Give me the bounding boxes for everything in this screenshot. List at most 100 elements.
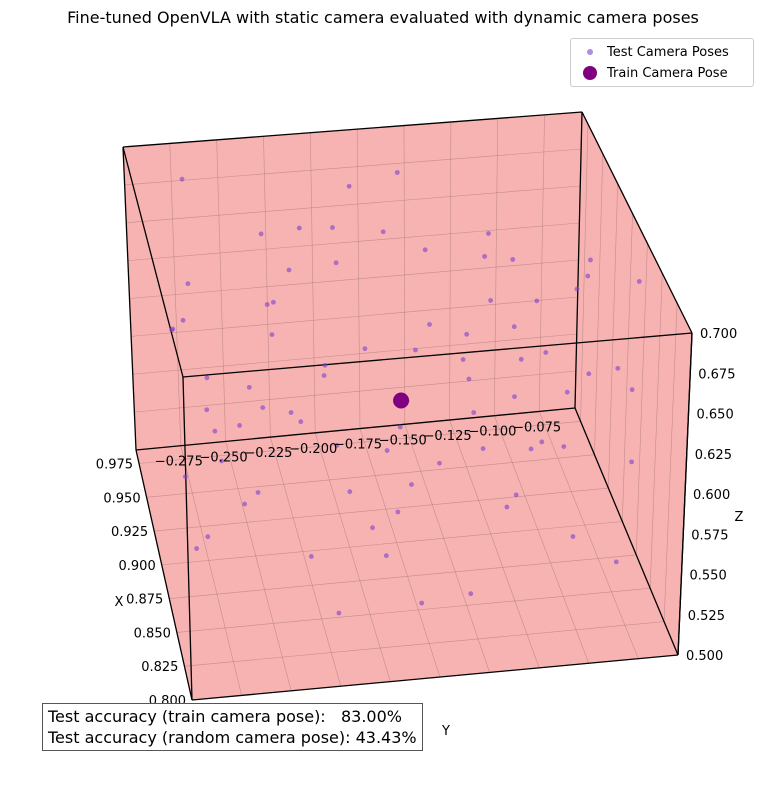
y-tick-label: −0.250 bbox=[200, 450, 248, 465]
test-pose-point bbox=[460, 357, 466, 362]
legend-item-test: Test Camera Poses bbox=[579, 42, 729, 62]
test-pose-point bbox=[246, 384, 252, 390]
test-pose-point bbox=[397, 424, 403, 430]
chart-title: Fine-tuned OpenVLA with static camera ev… bbox=[67, 8, 699, 27]
box-edge bbox=[135, 407, 576, 451]
test-pose-point bbox=[539, 439, 545, 445]
train-accuracy-text: Test accuracy (train camera pose): 83.00… bbox=[48, 707, 402, 726]
test-pose-point bbox=[510, 257, 516, 262]
test-pose-point bbox=[237, 423, 242, 428]
box-edge bbox=[574, 111, 583, 409]
test-pose-point bbox=[194, 546, 200, 551]
y-tick-label: −0.225 bbox=[244, 446, 292, 461]
grid-line bbox=[126, 185, 581, 224]
grid-line bbox=[494, 415, 590, 664]
z-tick-label: 0.550 bbox=[690, 569, 727, 584]
grid-line bbox=[538, 411, 639, 659]
test-pose-point bbox=[258, 231, 264, 237]
test-pose-point bbox=[269, 332, 275, 337]
test-pose-point bbox=[437, 460, 442, 466]
legend-marker-train bbox=[583, 66, 597, 80]
test-pose-point bbox=[383, 553, 389, 559]
grid-line bbox=[176, 587, 651, 633]
y-tick-label: −0.075 bbox=[513, 420, 561, 435]
x-tick-label: 0.975 bbox=[96, 458, 133, 473]
grid-line bbox=[635, 243, 648, 555]
test-pose-point bbox=[204, 407, 210, 413]
grid-line bbox=[184, 621, 665, 667]
test-pose-point bbox=[574, 286, 580, 292]
test-pose-point bbox=[564, 389, 570, 395]
y-axis-label: Y bbox=[441, 724, 450, 739]
test-pose-point bbox=[394, 170, 400, 175]
test-pose-point bbox=[362, 346, 368, 352]
y-tick-label: −0.275 bbox=[155, 455, 203, 470]
x-tick-label: 0.900 bbox=[119, 559, 156, 574]
grid-line bbox=[225, 441, 292, 691]
grid-line bbox=[161, 521, 623, 566]
test-pose-point bbox=[180, 317, 186, 323]
test-pose-point bbox=[182, 474, 188, 479]
grid-line bbox=[608, 183, 618, 489]
box-edge bbox=[191, 654, 679, 701]
test-pose-point bbox=[615, 365, 621, 371]
z-tick-label: 0.700 bbox=[700, 327, 737, 342]
z-tick-label: 0.625 bbox=[695, 448, 732, 463]
test-pose-point bbox=[298, 419, 304, 425]
test-pose-point bbox=[504, 504, 510, 510]
grid-line bbox=[146, 454, 595, 498]
test-pose-point bbox=[205, 534, 211, 540]
test-pose-point bbox=[588, 257, 593, 263]
test-pose-point bbox=[488, 298, 494, 303]
legend-label-test: Test Camera Poses bbox=[607, 44, 729, 60]
test-pose-point bbox=[334, 443, 340, 448]
floor-pane bbox=[136, 408, 678, 700]
grid-line bbox=[124, 148, 582, 186]
test-pose-point bbox=[179, 176, 185, 182]
box-edge bbox=[122, 146, 184, 378]
test-pose-point bbox=[629, 459, 634, 465]
grid-line bbox=[134, 370, 576, 413]
test-pose-point bbox=[242, 501, 248, 507]
test-pose-point bbox=[513, 492, 519, 498]
box-edge bbox=[135, 449, 193, 701]
test-pose-point bbox=[629, 387, 635, 393]
box-edge bbox=[581, 111, 693, 334]
legend-item-train: Train Camera Pose bbox=[579, 63, 728, 83]
grid-line bbox=[622, 213, 633, 522]
test-pose-point bbox=[586, 371, 592, 377]
box-edge bbox=[677, 332, 693, 656]
test-pose-point bbox=[419, 600, 425, 606]
box-edge bbox=[182, 376, 193, 701]
test-pose-point bbox=[296, 225, 302, 231]
test-pose-point bbox=[330, 225, 335, 230]
z-tick-label: 0.500 bbox=[686, 649, 723, 664]
test-pose-point bbox=[380, 229, 386, 235]
test-pose-point bbox=[422, 247, 428, 253]
accuracy-box: Test accuracy (train camera pose): 83.00… bbox=[42, 703, 423, 751]
test-pose-point bbox=[427, 322, 432, 327]
test-pose-point bbox=[486, 231, 491, 236]
train-pose-point bbox=[393, 392, 410, 409]
box-edge bbox=[182, 332, 693, 378]
back-pane-y bbox=[575, 112, 692, 655]
x-tick-label: 0.850 bbox=[134, 626, 171, 641]
test-pose-point bbox=[219, 458, 224, 464]
y-tick-label: −0.100 bbox=[468, 425, 516, 440]
y-tick-label: −0.200 bbox=[289, 442, 337, 457]
test-pose-point bbox=[468, 591, 474, 597]
test-pose-point bbox=[322, 362, 328, 368]
random-accuracy-text: Test accuracy (random camera pose): 43.4… bbox=[48, 728, 417, 747]
test-pose-point bbox=[169, 327, 175, 333]
test-pose-point bbox=[570, 534, 576, 539]
test-pose-point bbox=[185, 281, 191, 287]
x-tick-label: 0.825 bbox=[141, 660, 178, 675]
grid-line bbox=[359, 428, 441, 678]
test-pose-point bbox=[512, 394, 517, 400]
test-pose-point bbox=[534, 298, 540, 304]
legend: Test Camera Poses Train Camera Pose bbox=[570, 38, 754, 87]
z-tick-label: 0.600 bbox=[693, 488, 730, 503]
test-pose-point bbox=[270, 299, 276, 305]
x-tick-label: 0.925 bbox=[111, 525, 148, 540]
test-pose-point bbox=[347, 489, 353, 495]
